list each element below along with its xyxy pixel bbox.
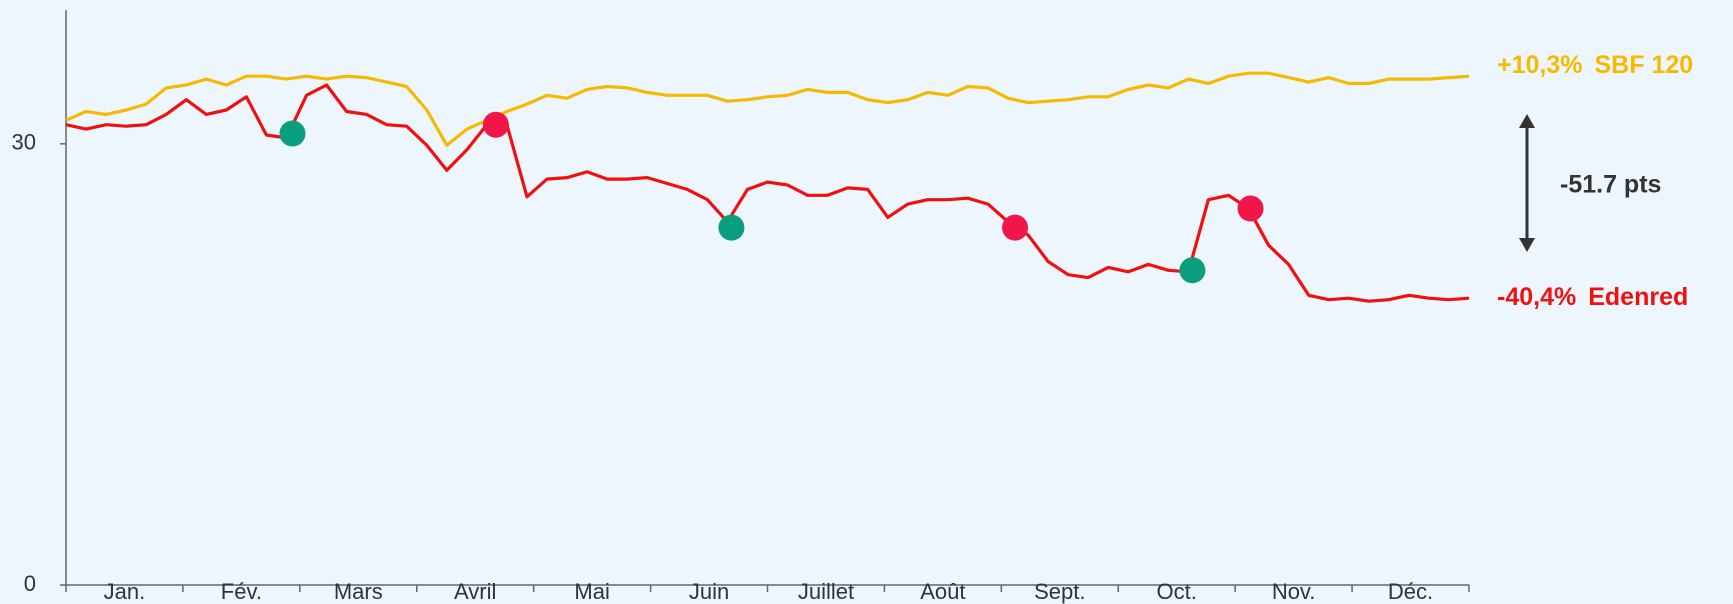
- event-marker: [1179, 257, 1206, 284]
- x-tick-label: Mai: [574, 579, 609, 604]
- y-tick-label: 0: [24, 571, 36, 596]
- x-tick-label: Mars: [334, 579, 383, 604]
- x-tick-label: Août: [920, 579, 965, 604]
- series-change: -40,4%: [1497, 283, 1576, 311]
- x-tick-label: Avril: [454, 579, 496, 604]
- series-name: SBF 120: [1595, 51, 1694, 79]
- series-name: Edenred: [1588, 283, 1688, 311]
- event-marker: [279, 120, 306, 147]
- x-tick-label: Fév.: [221, 579, 262, 604]
- series-line: [65, 83, 1470, 303]
- series-line: [65, 71, 1470, 147]
- event-marker: [482, 111, 509, 138]
- event-marker: [1002, 214, 1029, 241]
- event-marker: [718, 214, 745, 241]
- gap-label: -51.7 pts: [1560, 171, 1661, 199]
- x-tick-label: Jan.: [104, 579, 146, 604]
- series-label: +10,3% SBF 120: [1497, 51, 1693, 79]
- x-tick-label: Nov.: [1272, 579, 1316, 604]
- x-tick-label: Juin: [689, 579, 729, 604]
- x-tick-label: Sept.: [1034, 579, 1085, 604]
- y-tick-label: 30: [12, 130, 36, 155]
- x-tick-label: Juillet: [798, 579, 854, 604]
- arrow-head: [1519, 114, 1535, 128]
- x-tick-label: Déc.: [1388, 579, 1433, 604]
- event-marker: [1237, 195, 1264, 222]
- series-change: +10,3%: [1497, 51, 1583, 79]
- arrow-head: [1519, 238, 1535, 252]
- x-tick-label: Oct.: [1157, 579, 1197, 604]
- series-label: -40,4% Edenred: [1497, 283, 1688, 311]
